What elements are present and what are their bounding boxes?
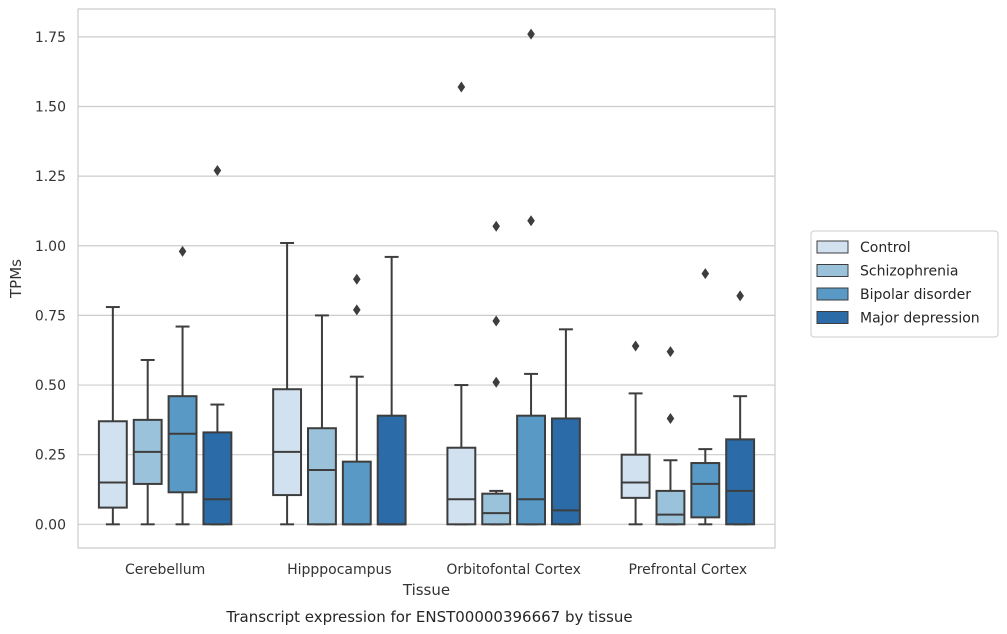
legend-swatch — [816, 311, 849, 324]
box-major-depression — [725, 290, 756, 526]
legend-label: Bipolar disorder — [860, 287, 971, 303]
outlier-point — [666, 412, 675, 424]
outlier-point — [353, 304, 361, 316]
outlier-point — [457, 81, 466, 93]
box-bipolar-disorder — [341, 273, 372, 526]
box-body — [620, 453, 651, 499]
box-body — [376, 414, 407, 526]
box-control — [446, 81, 477, 526]
legend-label: Schizophrenia — [860, 264, 958, 280]
legend-swatch — [816, 287, 849, 301]
outlier-point — [701, 268, 710, 280]
box-bipolar-disorder — [690, 268, 721, 526]
x-tick-labels: Cerebellum Hipppocampus Orbitofontal Corte… — [125, 562, 747, 578]
outlier-point — [631, 340, 640, 352]
box-schizophrenia — [481, 220, 512, 526]
box-body — [690, 462, 721, 519]
box-major-depression — [202, 165, 233, 526]
box-body — [167, 395, 198, 494]
outlier-point — [736, 290, 744, 302]
x-tick-label: Prefrontal Cortex — [629, 562, 748, 578]
boxes — [97, 28, 756, 526]
outlier-point — [492, 315, 500, 327]
y-tick-label: 0.00 — [35, 517, 66, 533]
x-tick-label: Orbitofontal Cortex — [446, 562, 581, 578]
box-body — [446, 446, 477, 526]
box-bipolar-disorder — [167, 245, 198, 526]
box-control — [272, 241, 303, 526]
y-tick-label: 0.75 — [35, 308, 66, 324]
y-tick-label: 0.25 — [35, 448, 66, 464]
box-body — [307, 427, 337, 526]
x-tick-label: Cerebellum — [125, 562, 205, 578]
box-body — [202, 431, 233, 526]
y-axis-label: TPMs — [7, 259, 25, 299]
chart-caption: Transcript expression for ENST0000039666… — [225, 608, 632, 626]
legend-label: Major depression — [860, 311, 980, 327]
legend-swatch — [816, 240, 849, 254]
box-control — [97, 306, 128, 526]
box-schizophrenia — [307, 314, 337, 526]
plot-frame — [77, 8, 776, 549]
outlier-point — [213, 165, 222, 177]
box-body — [655, 489, 686, 526]
box-major-depression — [376, 255, 407, 526]
box-schizophrenia — [132, 358, 163, 526]
box-body — [516, 414, 546, 526]
box-bipolar-disorder — [516, 28, 546, 526]
outlier-point — [178, 245, 187, 257]
x-tick-label: Hipppocampus — [287, 562, 392, 578]
box-major-depression — [550, 328, 581, 526]
outlier-point — [492, 376, 500, 388]
outlier-point — [666, 346, 675, 358]
y-tick-label: 1.50 — [35, 99, 66, 115]
legend: Control Schizophrenia Bipolar disorder Majo… — [810, 230, 999, 338]
box-body — [341, 460, 372, 526]
y-tick-labels: 0.00 0.25 0.50 0.75 1.00 1.25 1.50 1.75 — [35, 30, 66, 533]
y-tick-label: 1.25 — [35, 169, 66, 185]
box-body — [550, 417, 581, 526]
outlier-point — [492, 220, 500, 232]
box-body — [725, 438, 756, 526]
legend-frame — [810, 230, 999, 338]
y-tick-label: 1.00 — [35, 239, 66, 255]
box-control — [620, 340, 651, 526]
outlier-point — [527, 215, 535, 227]
legend-label: Control — [860, 240, 911, 256]
outlier-point — [527, 28, 535, 40]
legend-swatch — [816, 264, 849, 277]
y-tick-label: 1.75 — [35, 30, 66, 46]
box-body — [272, 388, 303, 497]
box-schizophrenia — [655, 346, 686, 526]
x-axis-label: Tissue — [402, 581, 450, 599]
outlier-point — [353, 273, 361, 285]
box-body — [97, 420, 128, 509]
box-body — [481, 492, 512, 526]
y-tick-label: 0.50 — [35, 378, 66, 394]
